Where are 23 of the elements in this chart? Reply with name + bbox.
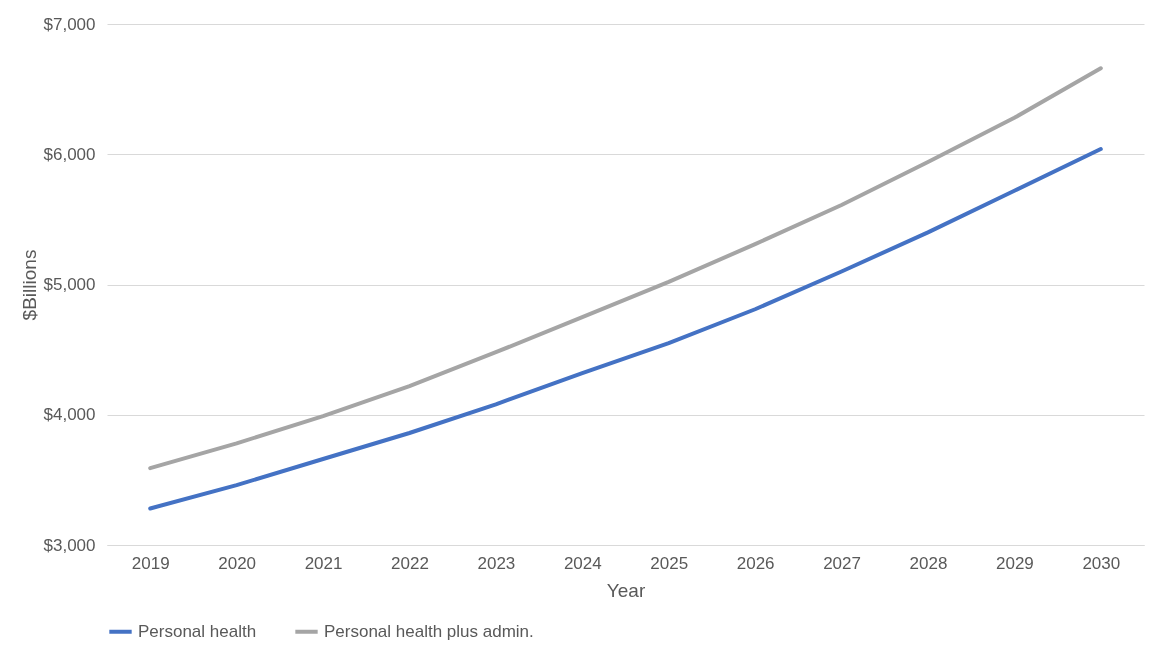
x-tick-label: 2030 xyxy=(1082,553,1121,573)
line-series xyxy=(148,66,1103,471)
y-tick-label: $5,000 xyxy=(43,275,96,294)
x-tick-label: 2020 xyxy=(218,553,257,573)
x-tick-label: 2022 xyxy=(391,553,429,573)
y-tick-label: $4,000 xyxy=(43,405,96,425)
y-tick-label: $7,000 xyxy=(43,14,96,34)
x-tick-label: 2021 xyxy=(304,553,343,573)
y-tick-label: $6,000 xyxy=(43,144,96,164)
legend-label: Personal health xyxy=(138,621,257,641)
x-tick-label: 2019 xyxy=(131,553,170,573)
x-tick-label: 2024 xyxy=(563,553,602,573)
line-series xyxy=(148,147,1103,511)
y-tick-label: $3,000 xyxy=(43,535,96,555)
x-tick-label: 2028 xyxy=(909,553,948,573)
legend-label: Personal health plus admin. xyxy=(324,621,534,641)
x-tick-label: 2023 xyxy=(477,553,516,573)
x-tick-label: 2026 xyxy=(736,553,775,573)
x-tick-label: 2027 xyxy=(823,553,861,573)
y-axis-title: $Billions xyxy=(18,249,40,321)
x-tick-label: 2029 xyxy=(995,553,1034,573)
x-tick-label: 2025 xyxy=(650,553,689,573)
x-axis-title: Year xyxy=(606,579,646,601)
